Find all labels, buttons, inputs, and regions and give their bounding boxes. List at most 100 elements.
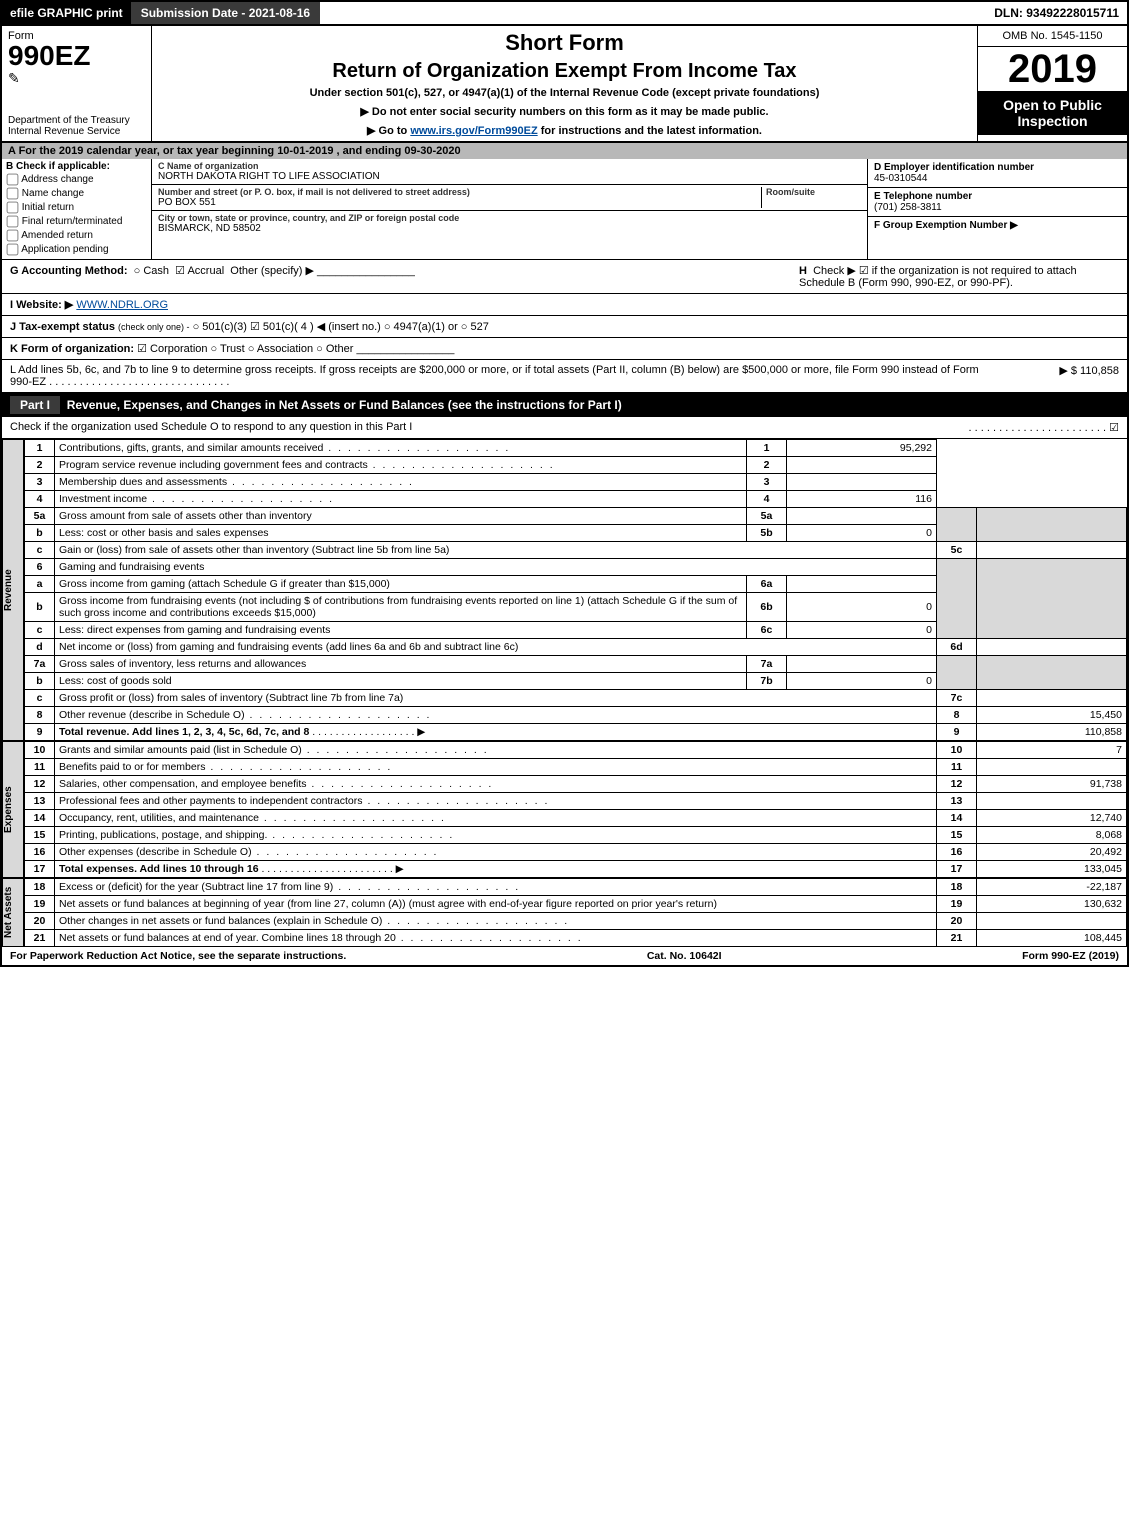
line-5c: cGain or (loss) from sale of assets othe… — [25, 542, 1127, 559]
line-16: 16Other expenses (describe in Schedule O… — [25, 844, 1127, 861]
revenue-section: Revenue 1Contributions, gifts, grants, a… — [2, 439, 1127, 741]
chk-amended-return[interactable]: Amended return — [6, 229, 147, 242]
top-bar: efile GRAPHIC print Submission Date - 20… — [2, 2, 1127, 26]
chk-name-change[interactable]: Name change — [6, 187, 147, 200]
line-5a: 5aGross amount from sale of assets other… — [25, 508, 1127, 525]
e-label: E Telephone number — [874, 191, 972, 202]
i-label: I Website: ▶ — [10, 299, 73, 311]
line-6: 6Gaming and fundraising events — [25, 559, 1127, 576]
paperwork-notice: For Paperwork Reduction Act Notice, see … — [10, 950, 346, 962]
line-1: 1Contributions, gifts, grants, and simil… — [25, 440, 1127, 457]
net-assets-section: Net Assets 18Excess or (deficit) for the… — [2, 878, 1127, 947]
j-label: J Tax-exempt status — [10, 321, 115, 333]
room-label: Room/suite — [766, 187, 855, 197]
short-form-title: Short Form — [156, 30, 973, 56]
h-label: H — [799, 265, 807, 277]
revenue-label: Revenue — [2, 439, 24, 741]
chk-initial-return[interactable]: Initial return — [6, 201, 147, 214]
irs-link[interactable]: www.irs.gov/Form990EZ — [410, 125, 537, 137]
catalog-number: Cat. No. 10642I — [647, 950, 722, 962]
line-19: 19Net assets or fund balances at beginni… — [25, 896, 1127, 913]
line-2: 2Program service revenue including gover… — [25, 457, 1127, 474]
entity-block: B Check if applicable: Address change Na… — [2, 159, 1127, 260]
dln-label: DLN: 93492228015711 — [986, 2, 1127, 24]
tax-year: 2019 — [978, 47, 1127, 91]
line-12: 12Salaries, other compensation, and empl… — [25, 776, 1127, 793]
phone-value: (701) 258-3811 — [874, 202, 942, 213]
c-label: C Name of organization — [158, 161, 374, 171]
line-11: 11Benefits paid to or for members11 — [25, 759, 1127, 776]
ssn-warning: ▶ Do not enter social security numbers o… — [156, 105, 973, 118]
g-h-row: G Accounting Method: ○ Cash ☑ Accrual Ot… — [2, 260, 1127, 294]
j-row: J Tax-exempt status (check only one) - ○… — [2, 316, 1127, 338]
line-20: 20Other changes in net assets or fund ba… — [25, 913, 1127, 930]
line-15: 15Printing, publications, postage, and s… — [25, 827, 1127, 844]
street-value: PO BOX 551 — [158, 197, 761, 208]
net-assets-label: Net Assets — [2, 878, 24, 947]
submission-date-label: Submission Date - 2021-08-16 — [131, 2, 320, 24]
line-4: 4Investment income4116 — [25, 491, 1127, 508]
d-label: D Employer identification number — [874, 162, 1034, 173]
line-6d: dNet income or (loss) from gaming and fu… — [25, 639, 1127, 656]
line-a: A For the 2019 calendar year, or tax yea… — [2, 143, 1127, 159]
line-9: 9Total revenue. Add lines 1, 2, 3, 4, 5c… — [25, 724, 1127, 741]
expenses-label: Expenses — [2, 741, 24, 878]
form-name: 990EZ — [8, 42, 145, 70]
line-7c: cGross profit or (loss) from sales of in… — [25, 690, 1127, 707]
chk-application-pending[interactable]: Application pending — [6, 243, 147, 256]
line-18: 18Excess or (deficit) for the year (Subt… — [25, 879, 1127, 896]
f-label: F Group Exemption Number ▶ — [874, 220, 1018, 231]
website-link[interactable]: WWW.NDRL.ORG — [76, 299, 168, 311]
part1-scho-note: Check if the organization used Schedule … — [2, 417, 1127, 439]
line-7a: 7aGross sales of inventory, less returns… — [25, 656, 1127, 673]
k-options[interactable]: ☑ Corporation ○ Trust ○ Association ○ Ot… — [137, 343, 353, 355]
goto-instruction: ▶ Go to www.irs.gov/Form990EZ for instru… — [156, 124, 973, 137]
form-header: Form 990EZ ✎ Department of the Treasury … — [2, 26, 1127, 143]
part1-header: Part I Revenue, Expenses, and Changes in… — [2, 393, 1127, 417]
section-c: C Name of organization NORTH DAKOTA RIGH… — [152, 159, 867, 259]
expenses-section: Expenses 10Grants and similar amounts pa… — [2, 741, 1127, 878]
line-a-row: A For the 2019 calendar year, or tax yea… — [2, 143, 1127, 159]
efile-print-button[interactable]: efile GRAPHIC print — [2, 2, 131, 24]
line-13: 13Professional fees and other payments t… — [25, 793, 1127, 810]
header-center: Short Form Return of Organization Exempt… — [152, 26, 977, 141]
g-label: G Accounting Method: — [10, 265, 128, 277]
main-title: Return of Organization Exempt From Incom… — [156, 60, 973, 83]
part1-label: Part I — [10, 396, 60, 414]
city-label: City or town, state or province, country… — [158, 213, 459, 223]
line-10: 10Grants and similar amounts paid (list … — [25, 742, 1127, 759]
street-label: Number and street (or P. O. box, if mail… — [158, 187, 755, 197]
open-to-public: Open to Public Inspection — [978, 91, 1127, 135]
city-value: BISMARCK, ND 58502 — [158, 223, 465, 234]
k-label: K Form of organization: — [10, 343, 134, 355]
line-14: 14Occupancy, rent, utilities, and mainte… — [25, 810, 1127, 827]
line-8: 8Other revenue (describe in Schedule O)8… — [25, 707, 1127, 724]
header-right: OMB No. 1545-1150 2019 Open to Public In… — [977, 26, 1127, 141]
k-row: K Form of organization: ☑ Corporation ○ … — [2, 338, 1127, 360]
revenue-table: 1Contributions, gifts, grants, and simil… — [24, 439, 1127, 741]
omb-number: OMB No. 1545-1150 — [978, 26, 1127, 47]
chk-address-change[interactable]: Address change — [6, 173, 147, 186]
l-value: ▶ $ 110,858 — [999, 364, 1119, 388]
l-row: L Add lines 5b, 6c, and 7b to line 9 to … — [2, 360, 1127, 393]
h-text: Check ▶ ☑ if the organization is not req… — [799, 265, 1077, 289]
net-assets-table: 18Excess or (deficit) for the year (Subt… — [24, 878, 1127, 947]
j-options[interactable]: ○ 501(c)(3) ☑ 501(c)( 4 ) ◀ (insert no.)… — [193, 321, 489, 333]
part1-heading: Revenue, Expenses, and Changes in Net As… — [67, 398, 622, 412]
page-footer: For Paperwork Reduction Act Notice, see … — [2, 947, 1127, 965]
org-name: NORTH DAKOTA RIGHT TO LIFE ASSOCIATION — [158, 171, 380, 182]
dept-treasury: Department of the Treasury Internal Reve… — [8, 115, 130, 137]
line-17: 17Total expenses. Add lines 10 through 1… — [25, 861, 1127, 878]
line-3: 3Membership dues and assessments3 — [25, 474, 1127, 491]
l-text: L Add lines 5b, 6c, and 7b to line 9 to … — [10, 364, 999, 388]
line-21: 21Net assets or fund balances at end of … — [25, 930, 1127, 947]
ein-value: 45-0310544 — [874, 173, 927, 184]
header-left: Form 990EZ ✎ Department of the Treasury … — [2, 26, 152, 141]
expenses-table: 10Grants and similar amounts paid (list … — [24, 741, 1127, 878]
section-b: B Check if applicable: Address change Na… — [2, 159, 152, 259]
j-hint: (check only one) - — [118, 322, 190, 332]
form-footer-label: Form 990-EZ (2019) — [1022, 950, 1119, 962]
under-section-text: Under section 501(c), 527, or 4947(a)(1)… — [156, 87, 973, 99]
chk-final-return[interactable]: Final return/terminated — [6, 215, 147, 228]
section-def: D Employer identification number 45-0310… — [867, 159, 1127, 259]
